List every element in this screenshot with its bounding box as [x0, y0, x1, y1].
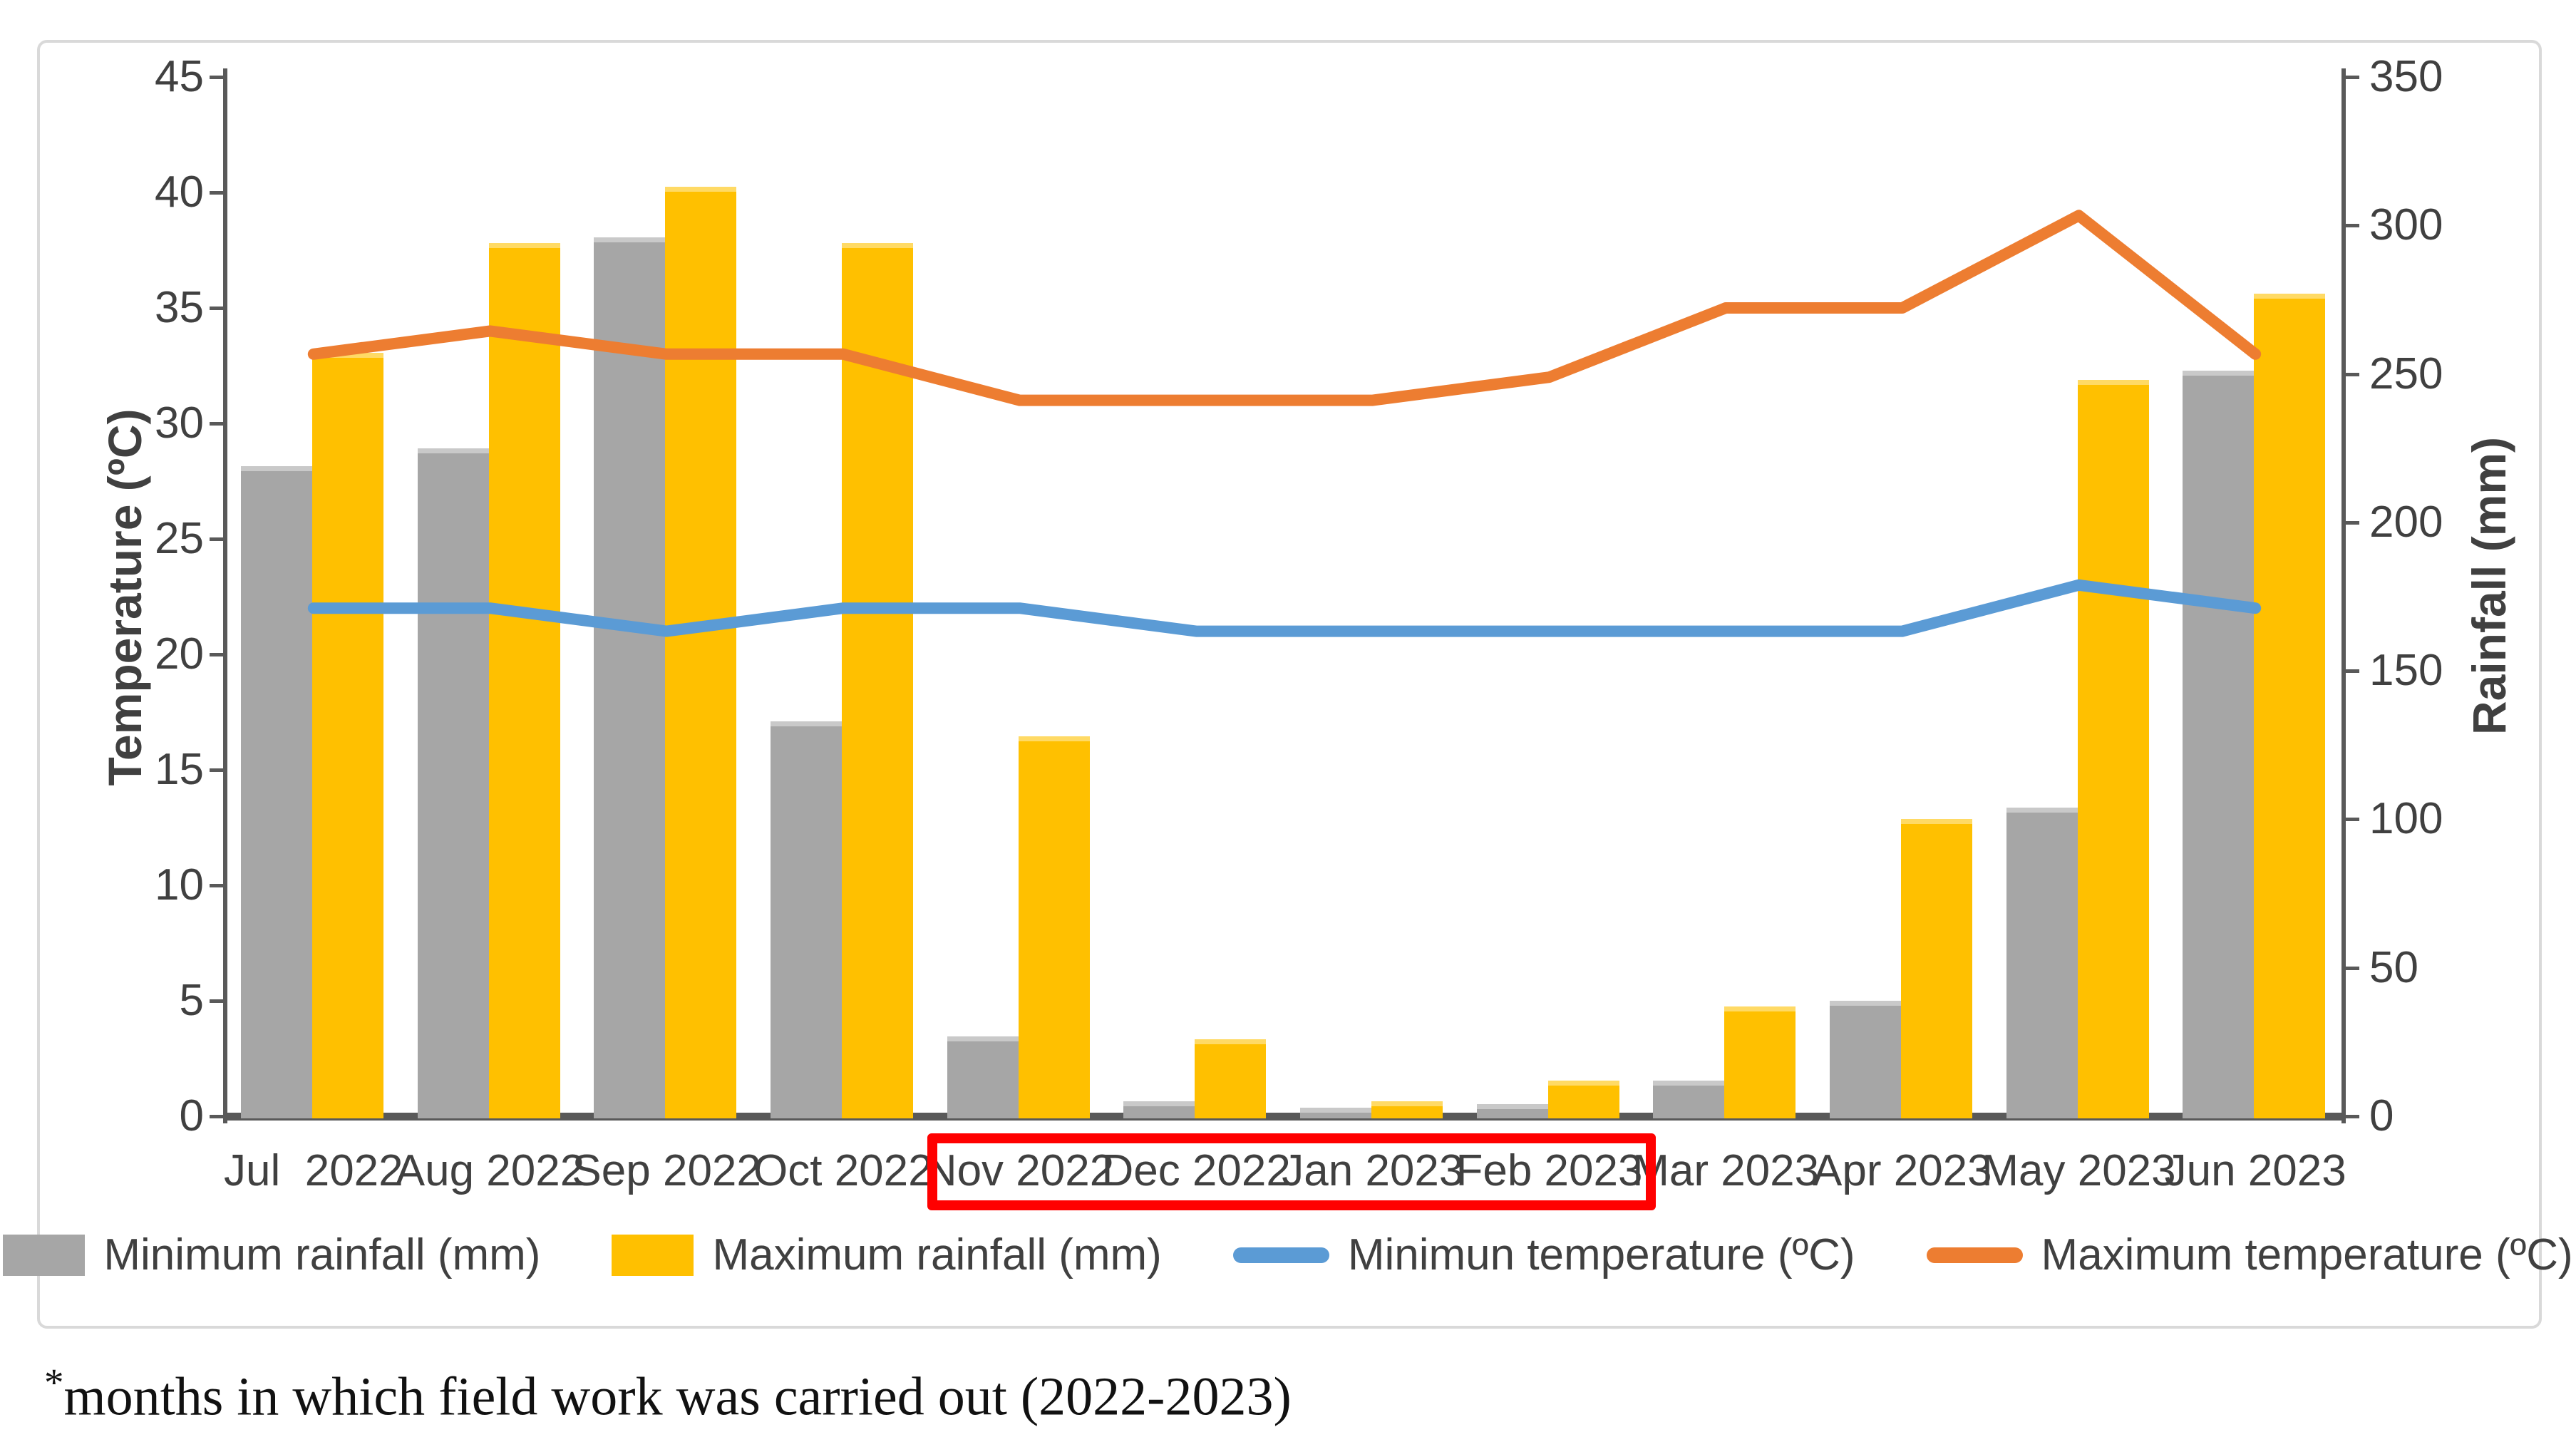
bar-min-rainfall — [417, 448, 489, 1118]
bar-min-rainfall — [1123, 1101, 1195, 1118]
bar-max-rainfall — [2254, 294, 2326, 1118]
month-label: Jan 2023 — [1282, 1146, 1464, 1195]
left-axis-tick — [210, 307, 224, 310]
legend: Minimum rainfall (mm) Maximum rainfall (m… — [0, 1232, 2576, 1279]
left-axis-tick-label: 15 — [155, 745, 204, 794]
month-label: Nov 2022 — [924, 1146, 1115, 1195]
month-label: Aug 2022 — [395, 1146, 585, 1195]
footnote-asterisk: * — [44, 1361, 64, 1404]
right-axis-tick-label: 200 — [2369, 497, 2443, 547]
bar-max-rainfall — [1900, 819, 1972, 1118]
right-axis-tick-label: 300 — [2369, 200, 2443, 250]
bar-max-rainfall — [1724, 1006, 1796, 1118]
legend-label: Maximum temperature (ºC) — [2041, 1230, 2573, 1279]
left-axis-title: Temperature (ºC) — [98, 408, 151, 786]
left-axis-tick — [210, 1115, 224, 1118]
right-axis-tick — [2345, 1115, 2359, 1118]
bar-max-rainfall — [841, 243, 913, 1118]
month-label: Feb 2023 — [1456, 1146, 1643, 1195]
month-label: Apr 2023 — [1813, 1146, 1992, 1195]
right-axis-tick-label: 150 — [2369, 646, 2443, 696]
bar-min-rainfall — [770, 721, 842, 1118]
right-axis-line — [2341, 68, 2346, 1123]
legend-item: Minimum rainfall (mm) — [3, 1232, 540, 1279]
bar-min-rainfall — [594, 237, 666, 1118]
left-axis-tick-label: 35 — [155, 283, 204, 332]
footnote-text: months in which field work was carried o… — [63, 1366, 1292, 1427]
left-axis-tick-label: 0 — [179, 1091, 204, 1140]
legend-bar-swatch — [3, 1235, 86, 1276]
footnote: *months in which field work was carried … — [44, 1349, 1292, 1431]
left-axis-tick — [210, 422, 224, 426]
legend-label: Maximum rainfall (mm) — [712, 1230, 1162, 1279]
left-axis-line — [223, 68, 227, 1123]
legend-item: Maximum rainfall (mm) — [612, 1230, 1162, 1279]
right-axis-tick-label: 250 — [2369, 349, 2443, 398]
legend-label: Minimum rainfall (mm) — [103, 1230, 541, 1279]
right-axis-tick-label: 350 — [2369, 52, 2443, 101]
left-axis-tick-label: 20 — [155, 629, 204, 679]
right-axis-tick — [2345, 818, 2359, 822]
bar-max-rainfall — [488, 243, 560, 1118]
bar-min-rainfall — [1299, 1107, 1371, 1118]
legend-item: Minimun temperature (ºC) — [1232, 1230, 1855, 1279]
bar-min-rainfall — [947, 1036, 1019, 1118]
right-axis-tick — [2345, 669, 2359, 674]
month-label: Jul 2022 — [224, 1146, 403, 1195]
left-axis-tick-label: 30 — [155, 398, 204, 448]
bar-min-rainfall — [2183, 371, 2255, 1118]
bar-max-rainfall — [1018, 736, 1090, 1118]
month-label: Mar 2023 — [1632, 1146, 1820, 1195]
red-highlight-box — [927, 1133, 1657, 1210]
right-axis-tick-label: 100 — [2369, 794, 2443, 844]
left-axis-tick — [210, 191, 224, 195]
legend-line-swatch — [1232, 1247, 1329, 1263]
right-axis-title: Rainfall (mm) — [2463, 436, 2515, 736]
left-axis-tick-label: 40 — [155, 168, 204, 217]
bar-min-rainfall — [240, 465, 312, 1118]
bar-max-rainfall — [665, 187, 737, 1118]
bar-max-rainfall — [1371, 1101, 1443, 1118]
legend-bar-swatch — [612, 1235, 694, 1276]
left-axis-tick — [210, 999, 224, 1003]
legend-label: Minimun temperature (ºC) — [1347, 1230, 1855, 1279]
month-label: Oct 2022 — [753, 1146, 933, 1195]
left-axis-tick — [210, 884, 224, 887]
month-label: Dec 2022 — [1101, 1146, 1291, 1195]
right-axis-tick — [2345, 76, 2359, 79]
bar-max-rainfall — [1195, 1039, 1267, 1118]
bar-min-rainfall — [1653, 1081, 1725, 1118]
month-label: May 2023 — [1982, 1146, 2176, 1195]
right-axis-tick — [2345, 372, 2359, 376]
month-label: Sep 2022 — [572, 1146, 761, 1195]
left-axis-tick — [210, 537, 224, 541]
left-axis-tick — [210, 653, 224, 656]
left-axis-tick-label: 10 — [155, 860, 204, 910]
right-axis-tick-label: 0 — [2369, 1091, 2394, 1140]
bar-min-rainfall — [2006, 807, 2078, 1118]
bar-min-rainfall — [1829, 1000, 1901, 1118]
right-axis-tick — [2345, 520, 2359, 525]
bar-min-rainfall — [1476, 1104, 1548, 1118]
left-axis-tick-label: 25 — [155, 514, 204, 563]
bar-max-rainfall — [311, 353, 383, 1118]
left-axis-tick-label: 45 — [155, 52, 204, 101]
x-axis-line — [223, 1113, 2346, 1121]
bar-max-rainfall — [1547, 1081, 1619, 1118]
right-axis-tick — [2345, 966, 2359, 970]
left-axis-tick — [210, 76, 224, 79]
right-axis-tick-label: 50 — [2369, 942, 2418, 992]
left-axis-tick — [210, 768, 224, 772]
legend-item: Maximum temperature (ºC) — [1926, 1230, 2573, 1279]
month-label: Jun 2023 — [2164, 1146, 2346, 1195]
right-axis-tick — [2345, 224, 2359, 228]
left-axis-tick-label: 5 — [179, 976, 204, 1025]
bar-max-rainfall — [2077, 379, 2149, 1118]
legend-line-swatch — [1926, 1247, 2023, 1263]
